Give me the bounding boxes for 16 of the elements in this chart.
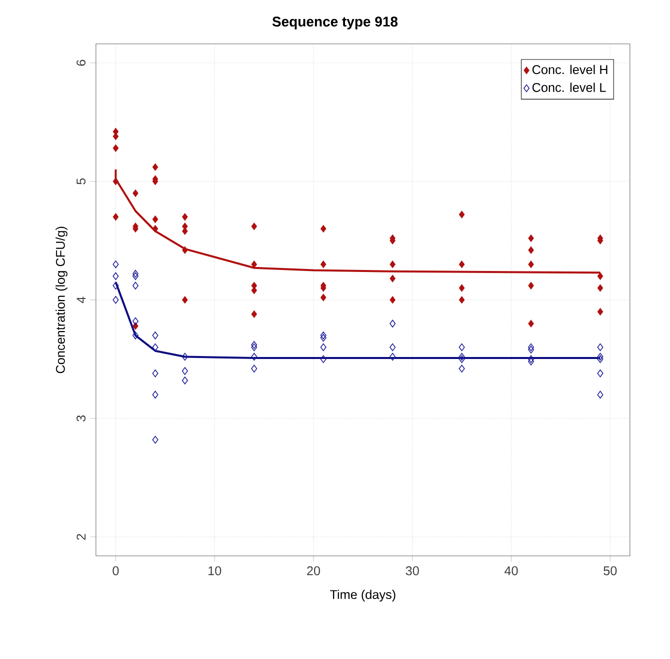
x-tick-label: 50 bbox=[604, 566, 617, 576]
y-tick-label: 6 bbox=[76, 60, 86, 66]
y-tick-label: 5 bbox=[76, 178, 86, 184]
x-tick-label: 0 bbox=[112, 566, 119, 576]
y-axis-title: Concentration (log CFU/g) bbox=[56, 226, 68, 374]
y-tick-label: 3 bbox=[76, 415, 86, 422]
x-tick-label: 30 bbox=[406, 566, 419, 576]
x-axis-title: Time (days) bbox=[330, 590, 396, 602]
y-tick-label: 4 bbox=[76, 296, 86, 304]
legend-label: Conc. level L bbox=[532, 82, 606, 92]
x-tick-label: 10 bbox=[208, 566, 222, 576]
legend-label: Conc. level H bbox=[532, 64, 608, 74]
chart-title: Sequence type 918 bbox=[272, 16, 398, 30]
y-tick-label: 2 bbox=[76, 534, 86, 540]
x-tick-label: 40 bbox=[504, 566, 518, 576]
x-tick-label: 20 bbox=[307, 566, 320, 576]
